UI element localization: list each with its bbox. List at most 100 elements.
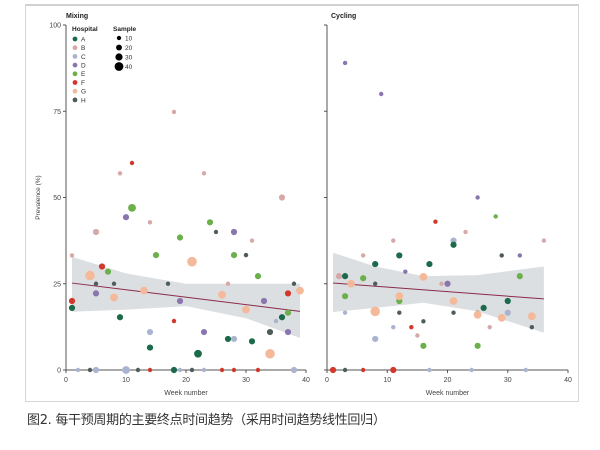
data-point-hospital-b: [360, 253, 366, 258]
x-tick-label: 30: [242, 377, 250, 384]
data-point-hospital-d: [342, 60, 348, 66]
data-point-hospital-b: [487, 325, 492, 330]
legend-label-d: D: [81, 63, 86, 70]
data-point-hospital-h: [397, 310, 402, 315]
data-point-hospital-h: [291, 281, 297, 286]
data-point-hospital-g: [473, 310, 482, 319]
data-point-hospital-c: [92, 366, 100, 374]
y-tick-label: 50: [53, 195, 61, 202]
data-point-hospital-g: [85, 270, 95, 281]
data-point-hospital-h: [451, 310, 456, 315]
data-point-hospital-f: [68, 297, 76, 305]
x-axis-label: Week number: [426, 390, 470, 397]
legend-label-f: F: [81, 80, 85, 87]
data-point-hospital-d: [284, 328, 292, 336]
data-point-hospital-f: [171, 318, 177, 324]
x-tick-label: 10: [383, 377, 391, 384]
data-point-hospital-c: [372, 335, 379, 343]
data-point-hospital-f: [147, 367, 153, 373]
legend-marker-h: [72, 97, 78, 103]
data-point-hospital-d: [200, 328, 208, 336]
data-point-hospital-f: [129, 160, 135, 166]
x-tick-label: 20: [182, 377, 190, 384]
data-point-hospital-f: [255, 367, 261, 373]
data-point-hospital-g: [218, 290, 226, 299]
data-point-hospital-d: [176, 297, 184, 305]
legend-label-h: H: [81, 97, 86, 104]
y-axis-label: Prevalence (%): [35, 175, 42, 219]
data-point-hospital-a: [504, 297, 511, 305]
x-tick-label: 0: [325, 377, 329, 384]
x-tick-label: 30: [504, 377, 512, 384]
data-point-hospital-h: [87, 367, 93, 373]
data-point-hospital-g: [347, 279, 355, 288]
data-point-hospital-a: [170, 366, 178, 374]
data-point-hospital-a: [68, 304, 76, 311]
x-tick-label: 40: [564, 377, 572, 384]
data-point-hospital-e: [152, 252, 160, 259]
data-point-hospital-e: [341, 293, 349, 300]
legend-sample-marker: [116, 35, 122, 41]
legend-sample-title: Sample: [113, 26, 137, 33]
data-point-hospital-g: [110, 293, 118, 302]
legend-hospital-title: Hospital: [72, 26, 98, 33]
data-point-hospital-e: [230, 252, 238, 259]
data-point-hospital-b: [541, 238, 547, 243]
data-point-hospital-c: [342, 310, 348, 315]
data-point-hospital-c: [504, 309, 511, 316]
data-point-hospital-a: [396, 252, 403, 259]
legend-sample-label: 40: [125, 64, 133, 71]
legend-label-g: G: [81, 89, 86, 96]
x-tick-label: 0: [64, 377, 68, 384]
data-point-hospital-b: [69, 253, 75, 258]
data-point-hospital-e: [516, 273, 523, 280]
data-point-hospital-c: [523, 367, 529, 373]
data-point-hospital-f: [219, 367, 225, 373]
data-point-hospital-e: [104, 268, 112, 275]
data-point-hospital-d: [230, 228, 238, 236]
figure-caption: 图2. 每干预周期的主要终点时间趋势（采用时间趋势线性回归）: [27, 413, 386, 428]
data-point-hospital-b: [463, 229, 468, 235]
data-point-hospital-g: [497, 314, 506, 322]
data-point-hospital-b: [117, 171, 123, 176]
data-point-hospital-a: [341, 273, 349, 280]
data-point-hospital-f: [409, 325, 414, 330]
data-point-hospital-a: [278, 314, 286, 321]
data-point-hospital-d: [475, 195, 480, 200]
data-point-hospital-c: [290, 366, 298, 374]
trend-line: [332, 282, 544, 300]
data-point-hospital-b: [249, 238, 255, 243]
data-point-hospital-f: [329, 366, 337, 374]
data-point-hospital-e: [206, 219, 214, 226]
data-point-hospital-c: [230, 335, 238, 343]
x-tick-label: 20: [444, 377, 452, 384]
data-point-hospital-f: [433, 219, 438, 224]
data-point-hospital-b: [391, 238, 396, 243]
trend-line: [71, 282, 301, 312]
data-point-hospital-a: [146, 344, 154, 351]
data-point-hospital-e: [420, 342, 427, 349]
data-point-hospital-c: [75, 367, 81, 373]
data-point-hospital-h: [266, 328, 274, 336]
data-point-hospital-e: [493, 214, 498, 219]
data-point-hospital-h: [342, 367, 348, 373]
legend-sample-label: 10: [125, 35, 133, 42]
legend-label-c: C: [81, 54, 86, 61]
legend-sample-label: 20: [125, 45, 133, 52]
legend-marker-f: [72, 80, 78, 85]
data-point-hospital-h: [529, 325, 535, 330]
data-point-hospital-a: [224, 335, 232, 343]
data-point-hospital-h: [421, 319, 426, 324]
data-point-hospital-d: [444, 280, 451, 287]
data-point-hospital-b: [335, 273, 343, 280]
legend-marker-a: [72, 36, 78, 42]
legend-marker-c: [72, 54, 78, 59]
data-point-hospital-d: [517, 253, 522, 258]
data-point-hospital-g: [265, 348, 275, 359]
data-point-hospital-f: [390, 366, 397, 374]
legend-marker-d: [72, 62, 78, 68]
data-point-hospital-c: [427, 367, 432, 373]
legend-sample-marker: [116, 44, 122, 51]
